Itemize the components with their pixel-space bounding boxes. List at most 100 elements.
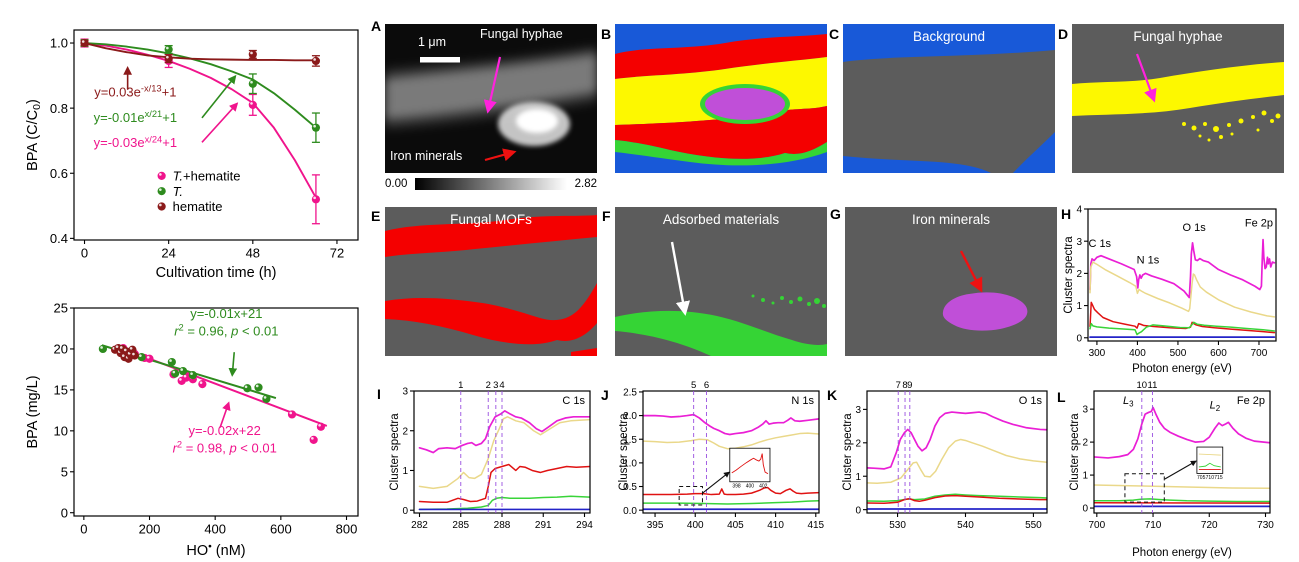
series-line-cluster-green <box>1094 498 1270 503</box>
spectra-survey-chart: 300 400 500 600 700 0 1 2 3 4 C 1s N 1s O 1s Fe 2p Pho… <box>1063 205 1277 375</box>
mof-cluster-panel: Fungal MOFs <box>385 207 597 356</box>
svg-text:T.: T. <box>173 184 183 199</box>
colorbar-min-label: 0.00 <box>385 178 408 190</box>
iron-arrow <box>959 250 983 293</box>
x-tick-label: 291 <box>535 520 552 531</box>
svg-text:BPA (mg/L): BPA (mg/L) <box>25 375 41 448</box>
y-tick-label: 0.8 <box>50 101 68 116</box>
guide-label: 8 <box>902 380 907 391</box>
x-tick-label: 415 <box>807 520 824 531</box>
hyphae-annotation: Fungal hyphae <box>480 27 563 41</box>
iron-mineral-core <box>516 109 558 133</box>
x-tick-label: 700 <box>1088 520 1105 531</box>
y-tick-label: 1.0 <box>50 36 68 51</box>
series-line-cluster-khaki <box>418 416 590 490</box>
adsorbed-speckles <box>751 294 826 308</box>
corner-label: N 1s <box>791 395 814 407</box>
hyphae-speckles <box>1182 110 1281 142</box>
panel-title: Adsorbed materials <box>662 212 780 227</box>
colorbar-gradient <box>415 178 567 190</box>
x-tick-label: 710 <box>1145 520 1162 531</box>
y-tick-label: 2.0 <box>623 411 637 422</box>
y-tick-label: 20 <box>54 342 68 357</box>
x-tick-label: 282 <box>411 520 428 531</box>
x-tick-label: 400 <box>1129 348 1146 359</box>
panel-letter-j: J <box>601 387 609 403</box>
plot-frame <box>866 390 1048 514</box>
hyphae-arrow <box>483 56 502 114</box>
background-cluster-map <box>843 24 1055 173</box>
x-tick-label: 0 <box>80 522 87 537</box>
series-group <box>1094 406 1270 508</box>
svg-text:y=-0.02x+22: y=-0.02x+22 <box>189 423 261 438</box>
masked-region <box>843 50 1055 173</box>
panel-letter-f: F <box>602 208 611 224</box>
adsorbed-arrow <box>670 241 691 316</box>
scale-bar <box>420 57 460 63</box>
svg-text:y=-0.01x+21: y=-0.01x+21 <box>190 306 262 321</box>
fit-line-T.+hematite <box>84 42 317 199</box>
series-line-cluster-green <box>867 493 1047 503</box>
x-tick-label: 550 <box>1025 520 1042 531</box>
series-line-cluster-green <box>1089 321 1276 336</box>
y-tick-label: 1.0 <box>623 458 637 469</box>
panel-letter-e: E <box>371 208 381 224</box>
panel-letter-c: C <box>829 26 840 42</box>
svg-text:Cultivation time (h): Cultivation time (h) <box>156 265 277 281</box>
svg-text:O 1s: O 1s <box>1183 222 1207 234</box>
guide-label: 10 <box>1137 380 1148 391</box>
series-line-cluster-red <box>867 494 1047 505</box>
svg-text:y=0.03e-x/13+1: y=0.03e-x/13+1 <box>94 83 176 99</box>
corner-label: O 1s <box>1019 395 1043 407</box>
inset-source-box <box>1124 473 1165 503</box>
iron-region <box>705 88 785 120</box>
svg-text:Cluster spectra: Cluster spectra <box>1063 236 1075 314</box>
y-tick-label: 2 <box>402 426 408 437</box>
spectra-o1s-chart: 530 540 550 0 1 2 3 7 8 9 O 1s Cluster spectra <box>842 380 1048 531</box>
x-tick-label: 294 <box>576 520 593 531</box>
panel-letter-b: B <box>601 26 612 42</box>
panel-title: Fungal hyphae <box>1133 29 1223 44</box>
y-tick-label: 5 <box>61 464 68 479</box>
y-tick-label: 4 <box>1076 205 1082 216</box>
mof-corner <box>571 348 597 356</box>
svg-text:r2 = 0.98, p < 0.01: r2 = 0.98, p < 0.01 <box>173 440 277 456</box>
y-tick-label: 3 <box>402 387 408 398</box>
panel-letter-d: D <box>1058 26 1069 42</box>
y-tick-label: 2 <box>1076 269 1082 280</box>
svg-text:Photon energy (eV): Photon energy (eV) <box>1132 547 1232 559</box>
inset-tick-label: 402 <box>759 483 768 489</box>
plot-frame <box>73 29 359 241</box>
guide-label: 2 <box>486 380 491 391</box>
x-tick-label: 24 <box>161 246 175 261</box>
x-tick-label: 285 <box>452 520 469 531</box>
x-tick-label: 800 <box>336 522 358 537</box>
mof-band-bottom <box>385 283 597 345</box>
svg-text:r2 = 0.96, p < 0.01: r2 = 0.96, p < 0.01 <box>174 322 278 338</box>
inset-tick-label: 715 <box>1214 475 1223 481</box>
svg-text:T.+hematite: T.+hematite <box>173 169 241 184</box>
y-tick-label: 1.5 <box>623 435 637 446</box>
svg-text:HO• (nM): HO• (nM) <box>186 541 245 559</box>
y-tick-label: 0 <box>1082 504 1088 515</box>
svg-text:BPA (C/C0): BPA (C/C0) <box>25 99 43 171</box>
y-tick-label: 0.0 <box>623 506 637 517</box>
adsorbed-band <box>615 140 827 166</box>
series-group <box>84 42 317 199</box>
iron-cluster-panel: Iron minerals <box>845 207 1057 356</box>
panel-title: Fungal MOFs <box>450 212 532 227</box>
hyphae-arrow <box>1135 53 1157 103</box>
svg-text:C 1s: C 1s <box>1088 238 1111 250</box>
series-line-cluster-magenta <box>1089 238 1276 299</box>
series-group <box>867 411 1047 510</box>
svg-text:L3: L3 <box>1123 395 1134 408</box>
series-line-cluster-magenta <box>418 410 590 454</box>
fit-line-T. <box>84 42 317 129</box>
cluster-map-all-panel <box>615 24 827 173</box>
svg-text:hematite: hematite <box>173 199 223 214</box>
series-group <box>643 413 819 511</box>
x-tick-label: 288 <box>494 520 511 531</box>
y-tick-label: 10 <box>54 424 68 439</box>
background-cluster-panel: Background <box>843 24 1055 173</box>
series-line-cluster-magenta <box>1094 406 1270 459</box>
